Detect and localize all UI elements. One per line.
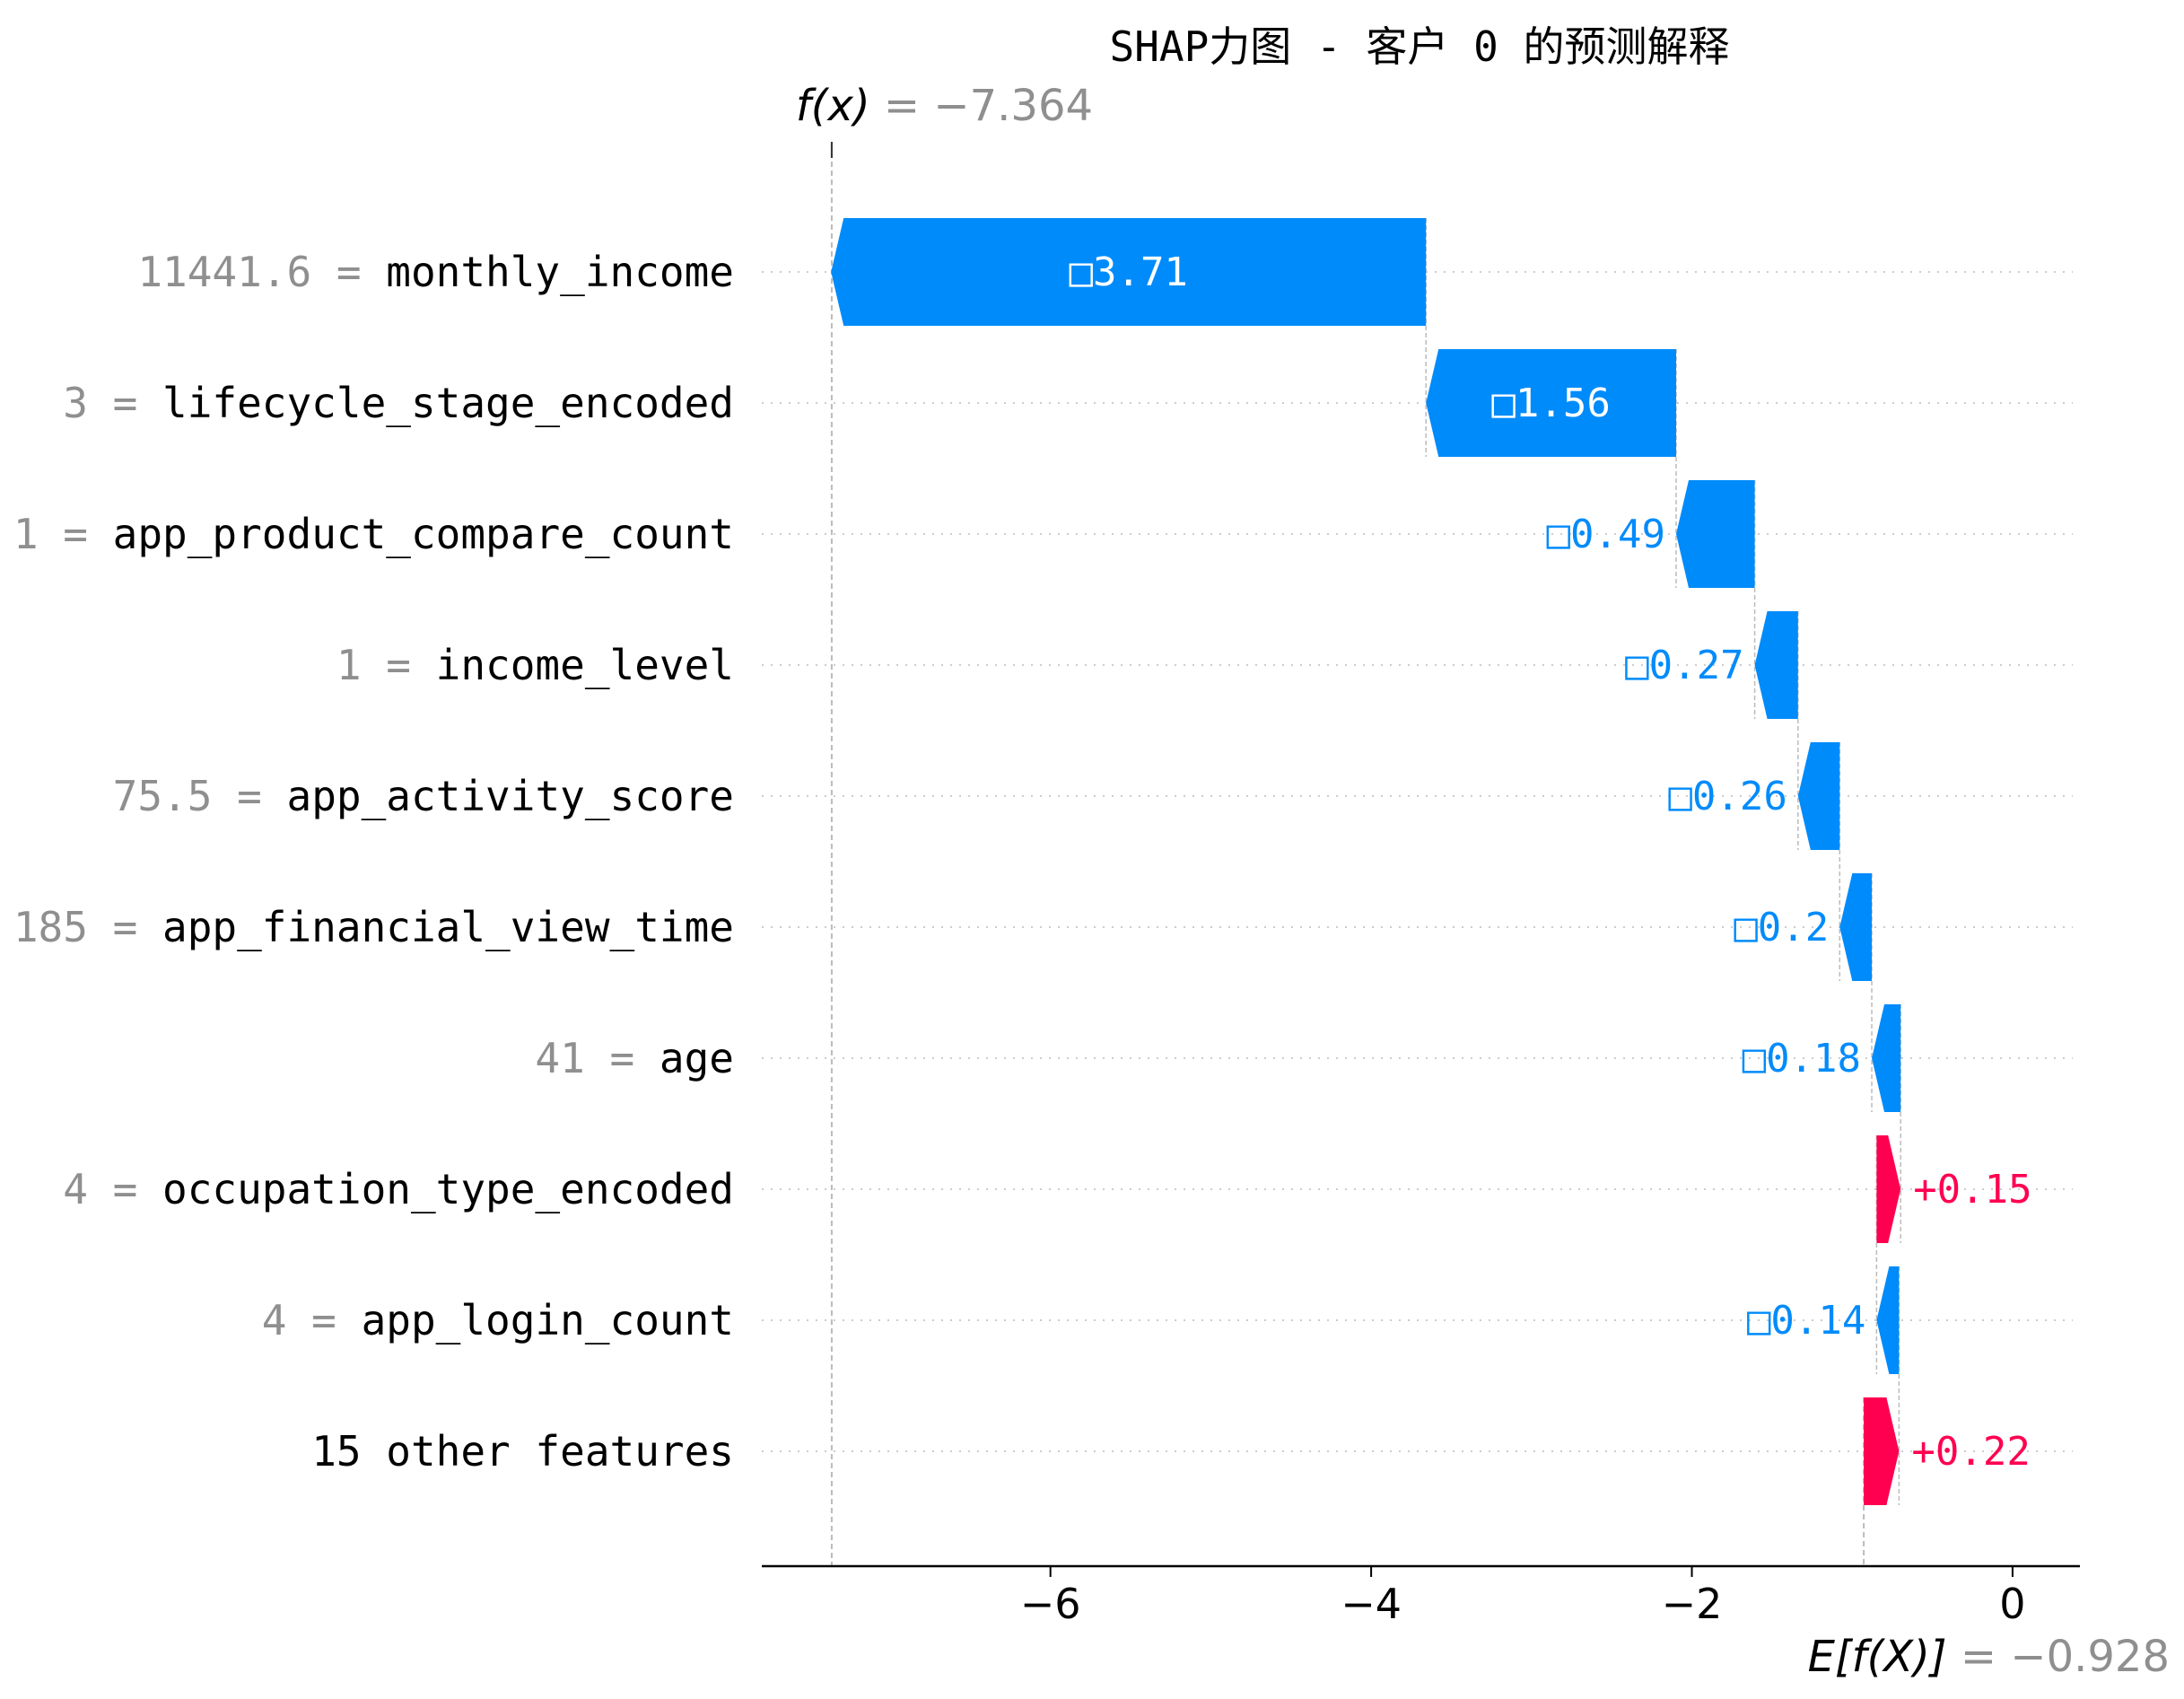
feature-label: 11441.6 = monthly_income — [137, 248, 734, 296]
feature-name: monthly_income — [386, 248, 734, 296]
bar-value-label: □0.14 — [1747, 1298, 1865, 1344]
bar-value-label: □0.26 — [1668, 774, 1787, 819]
negative-shap-bar — [1754, 611, 1798, 719]
feature-value: 185 = — [13, 903, 162, 951]
feature-label: 41 = age — [535, 1034, 734, 1082]
chart-title: SHAP力图 - 客户 0 的预测解释 — [1110, 22, 1730, 71]
negative-shap-bar — [1426, 349, 1677, 457]
feature-value: 11441.6 = — [137, 248, 386, 296]
negative-shap-bar — [1797, 742, 1840, 850]
negative-shap-bar — [1839, 873, 1873, 981]
x-axis: −6 −4 −2 0 — [762, 1564, 2080, 1628]
bar-value-label: □0.27 — [1625, 643, 1743, 688]
feature-name: 15 other features — [311, 1427, 734, 1476]
bar-value-label: +0.22 — [1911, 1429, 2030, 1475]
feature-value: 1 = — [336, 641, 436, 689]
feature-value: 4 = — [63, 1165, 162, 1213]
feature-label: 3 = lifecycle_stage_encoded — [63, 379, 734, 427]
connector-lines — [830, 142, 1901, 1566]
negative-shap-bar — [1872, 1004, 1901, 1112]
feature-name: occupation_type_encoded — [162, 1165, 734, 1213]
negative-shap-bar — [831, 218, 1427, 326]
positive-shap-bar — [1876, 1135, 1901, 1243]
negative-shap-bar — [1876, 1266, 1900, 1374]
feature-value: 75.5 = — [113, 772, 287, 820]
feature-name: app_activity_score — [287, 772, 735, 820]
feature-label: 75.5 = app_activity_score — [113, 772, 734, 820]
feature-name: lifecycle_stage_encoded — [162, 379, 734, 427]
fx-symbol: f(x) — [796, 81, 870, 131]
negative-shap-bar — [1676, 480, 1755, 588]
fx-label: f(x) = −7.364 — [796, 81, 1093, 131]
bar-value-label: □0.49 — [1547, 512, 1665, 557]
fx-value: = −7.364 — [870, 81, 1093, 131]
feature-name: age — [660, 1034, 734, 1082]
bar-value-label: +0.15 — [1913, 1167, 2031, 1213]
feature-name: app_financial_view_time — [162, 903, 734, 951]
feature-labels: 11441.6 = monthly_income 3 = lifecycle_st… — [13, 81, 2170, 1682]
x-tick-label: −4 — [1341, 1580, 1402, 1628]
feature-label: 1 = income_level — [336, 641, 734, 689]
feature-label: 1 = app_product_compare_count — [13, 510, 734, 558]
feature-value: 4 = — [262, 1296, 362, 1344]
bar-value-label: □3.71 — [1069, 250, 1187, 295]
x-tick-label: −6 — [1020, 1580, 1081, 1628]
feature-name: app_product_compare_count — [113, 510, 734, 558]
x-tick-label: −2 — [1662, 1580, 1723, 1628]
feature-label: 185 = app_financial_view_time — [13, 903, 734, 951]
efx-label: E[f(X)] = −0.928 — [1808, 1632, 2170, 1682]
efx-value: = −0.928 — [1947, 1632, 2170, 1682]
feature-label: 4 = occupation_type_encoded — [63, 1165, 734, 1213]
bar-value-label: □0.2 — [1734, 905, 1829, 950]
feature-label: 4 = app_login_count — [262, 1296, 734, 1344]
feature-label: 15 other features — [311, 1427, 734, 1476]
feature-name: app_login_count — [362, 1296, 734, 1344]
bar-value-label: □1.56 — [1491, 381, 1610, 426]
efx-symbol: E[f(X)] — [1808, 1632, 1947, 1682]
feature-value: 41 = — [535, 1034, 659, 1082]
feature-value: 1 = — [13, 510, 113, 558]
x-tick-label: 0 — [1999, 1580, 2025, 1628]
positive-shap-bar — [1864, 1397, 1900, 1505]
feature-value: 3 = — [63, 379, 162, 427]
bars: □3.71 □1.56 □0.49 □0.27 □0.26 □0.2 □0.18 +0.15 □… — [831, 218, 2032, 1505]
feature-name: income_level — [436, 641, 734, 689]
bar-value-label: □0.18 — [1743, 1036, 1861, 1082]
